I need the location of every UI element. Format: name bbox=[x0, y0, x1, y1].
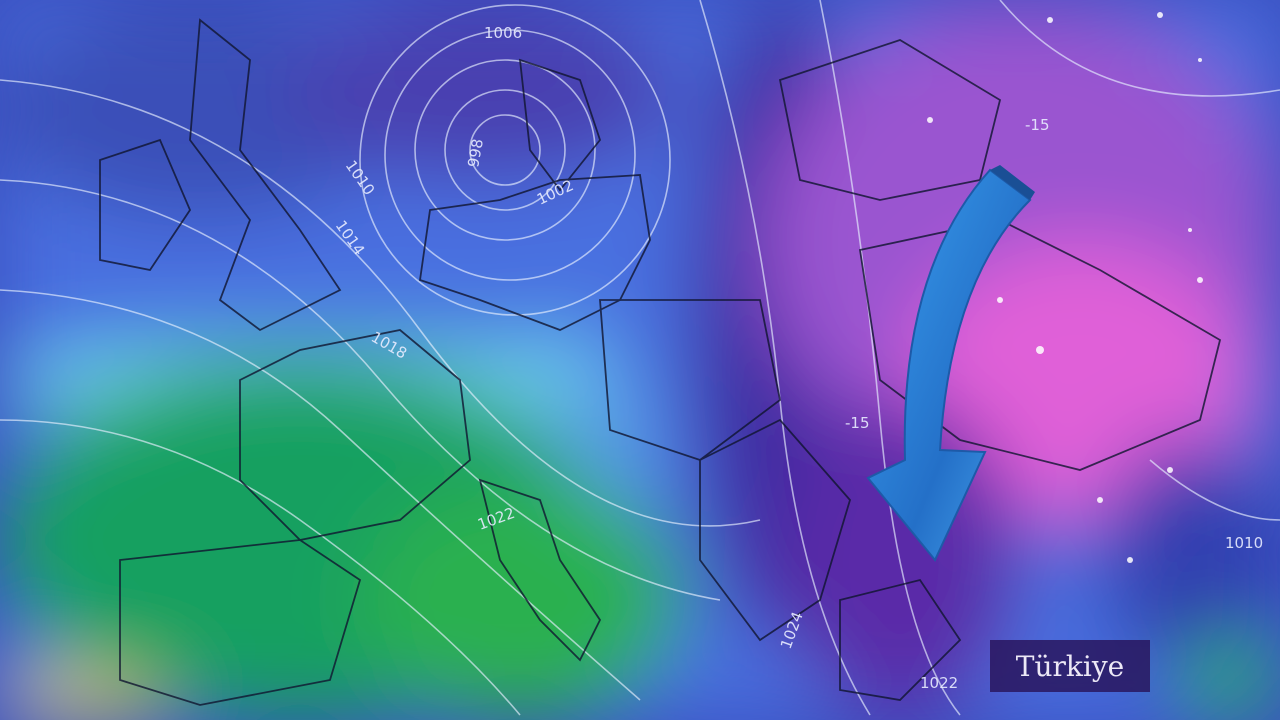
snow-flecks bbox=[927, 12, 1203, 563]
country-borders bbox=[99, 18, 1222, 706]
isobar-label: 1022 bbox=[920, 674, 958, 692]
country-label: Türkiye bbox=[1015, 649, 1125, 683]
isobar-label: -15 bbox=[845, 414, 870, 432]
isobar-label: 998 bbox=[464, 137, 487, 168]
cold-air-arrow-icon bbox=[866, 165, 1035, 562]
isobar-label: -15 bbox=[1025, 116, 1050, 134]
isobar-label: 1006 bbox=[484, 24, 522, 42]
isobar-label: 1010 bbox=[1225, 534, 1263, 552]
country-badge: Türkiye bbox=[990, 640, 1150, 692]
